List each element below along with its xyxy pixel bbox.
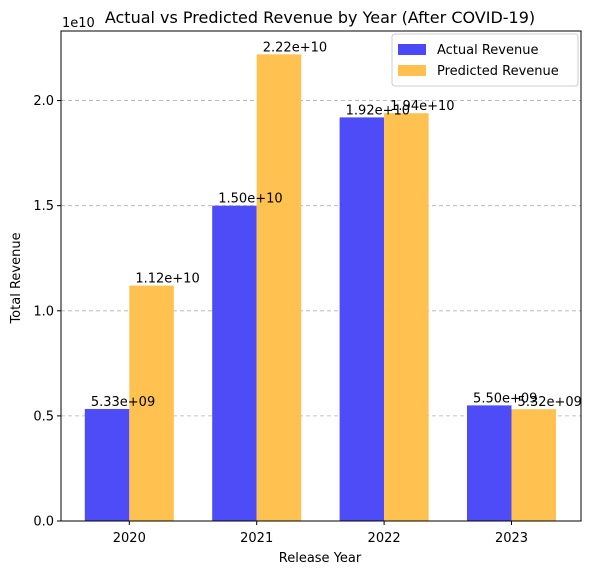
bar-predicted-revenue-2023 bbox=[511, 409, 556, 521]
bar-predicted-revenue-2022 bbox=[384, 113, 429, 521]
y-tick-label-4: 2.0 bbox=[33, 94, 54, 109]
y-tick-label-2: 1.0 bbox=[33, 304, 54, 319]
data-label-predicted-2021: 2.22e+10 bbox=[263, 40, 327, 55]
x-tick-label-2022: 2022 bbox=[368, 531, 401, 546]
data-label-predicted-2023: 5.32e+09 bbox=[518, 395, 582, 410]
y-axis-label: Total Revenue bbox=[9, 232, 24, 324]
bar-actual-revenue-2020 bbox=[84, 408, 130, 521]
data-label-actual-2022: 1.92e+10 bbox=[346, 103, 410, 118]
y-ticks: 0.0 0.5 1.0 1.5 2.0 bbox=[33, 94, 61, 530]
bars bbox=[84, 54, 556, 521]
legend-frame bbox=[391, 33, 579, 87]
legend-label-actual: Actual Revenue bbox=[437, 43, 538, 58]
bar-predicted-revenue-2021 bbox=[256, 54, 302, 521]
data-label-predicted-2022: 1.94e+10 bbox=[390, 99, 454, 114]
data-label-actual-2023: 5.50e+09 bbox=[473, 391, 537, 406]
axes bbox=[60, 30, 582, 522]
y-tick-label-3: 1.5 bbox=[33, 199, 54, 214]
chart-title: Actual vs Predicted Revenue by Year (Aft… bbox=[105, 8, 535, 27]
y-tick-label-0: 0.0 bbox=[33, 515, 54, 530]
y-axis-scale-note: 1e10 bbox=[62, 16, 95, 31]
x-ticks: 2020 2021 2022 2023 bbox=[113, 521, 528, 546]
data-label-actual-2021: 1.50e+10 bbox=[218, 192, 282, 207]
legend: Actual Revenue Predicted Revenue bbox=[391, 33, 579, 87]
legend-label-predicted: Predicted Revenue bbox=[437, 64, 559, 79]
x-axis-label: Release Year bbox=[279, 551, 362, 566]
x-tick-label-2020: 2020 bbox=[113, 531, 146, 546]
bar-predicted-revenue-2020 bbox=[129, 285, 174, 521]
data-labels: 5.33e+09 1.50e+10 1.92e+10 5.50e+09 1.12e+10… bbox=[91, 40, 582, 410]
x-tick-label-2023: 2023 bbox=[495, 531, 528, 546]
bar-actual-revenue-2021 bbox=[212, 205, 257, 521]
bar-actual-revenue-2023 bbox=[467, 405, 512, 521]
legend-swatch-predicted bbox=[398, 65, 426, 76]
x-tick-label-2021: 2021 bbox=[240, 531, 273, 546]
legend-swatch-actual bbox=[398, 44, 426, 55]
y-tick-label-1: 0.5 bbox=[33, 409, 54, 424]
bar-actual-revenue-2022 bbox=[339, 117, 385, 521]
plot-frame bbox=[60, 30, 582, 522]
data-label-predicted-2020: 1.12e+10 bbox=[135, 272, 199, 287]
data-label-actual-2020: 5.33e+09 bbox=[91, 395, 155, 410]
